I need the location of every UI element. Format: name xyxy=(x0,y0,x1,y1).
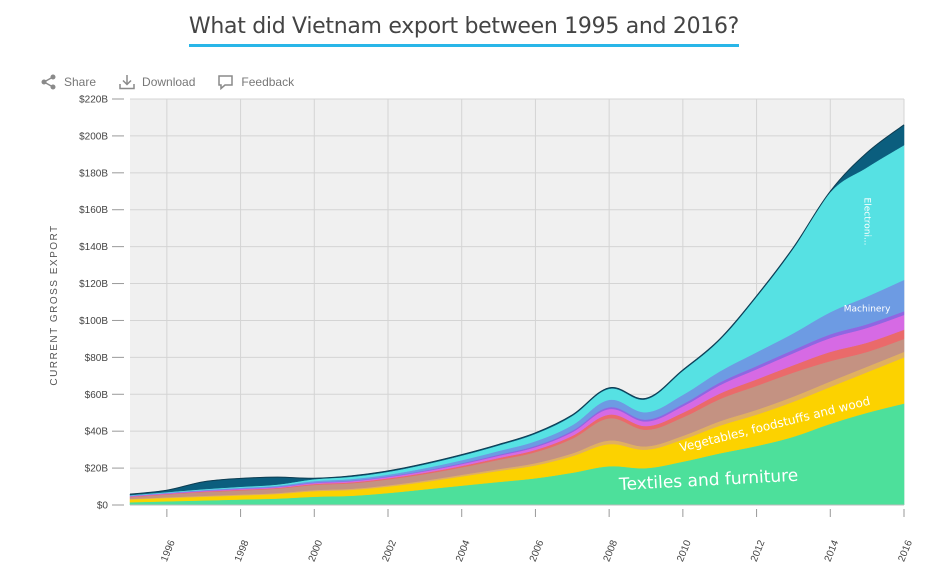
label-machinery: Machinery xyxy=(844,304,891,314)
x-tick-label: 2004 xyxy=(454,538,473,563)
x-tick-label: 1996 xyxy=(159,538,178,563)
x-tick-label: 2014 xyxy=(823,538,842,563)
y-tick-label: $100B xyxy=(79,316,108,327)
y-tick-label: $40B xyxy=(85,427,109,438)
feedback-label: Feedback xyxy=(241,75,295,89)
y-tick-label: $80B xyxy=(85,353,109,364)
y-tick-label: $220B xyxy=(79,95,108,106)
x-tick-label: 2008 xyxy=(602,538,621,563)
x-tick-label: 1998 xyxy=(233,538,252,563)
download-icon xyxy=(118,74,136,90)
y-tick-label: $120B xyxy=(79,279,108,290)
label-electronics: Electroni... xyxy=(862,198,872,246)
share-icon xyxy=(40,74,58,90)
x-tick-label: 2006 xyxy=(528,538,547,563)
x-tick-label: 2002 xyxy=(380,538,399,563)
y-axis: $0 $20B $40B $60B $80B $100B $120B $140B $160B $1… xyxy=(79,95,124,512)
feedback-button[interactable]: Feedback xyxy=(217,74,294,90)
feedback-icon xyxy=(217,74,235,90)
x-tick-label: 2016 xyxy=(896,538,915,563)
y-tick-label: $180B xyxy=(79,168,108,179)
y-axis-label: CURRENT GROSS EXPORT xyxy=(49,224,60,385)
x-tick-label: 2012 xyxy=(749,538,768,563)
x-axis: 1996 1998 2000 2002 2004 2006 2008 2010 2012 2014… xyxy=(130,504,915,563)
y-tick-label: $200B xyxy=(79,131,108,142)
x-tick-label: 2010 xyxy=(675,538,694,563)
stacked-areas xyxy=(129,124,905,506)
y-tick-label: $0 xyxy=(97,501,109,512)
x-tick-label: 2000 xyxy=(307,538,326,563)
y-tick-label: $160B xyxy=(79,205,108,216)
y-tick-label: $60B xyxy=(85,390,109,401)
toolbar: Share Download Feedback xyxy=(40,74,294,90)
share-button[interactable]: Share xyxy=(40,74,96,90)
page-title: What did Vietnam export between 1995 and… xyxy=(188,14,739,47)
download-button[interactable]: Download xyxy=(118,74,195,90)
y-tick-label: $20B xyxy=(85,464,109,475)
share-label: Share xyxy=(64,75,97,89)
y-tick-label: $140B xyxy=(79,242,108,253)
download-label: Download xyxy=(142,75,196,89)
total-outline xyxy=(129,124,905,495)
